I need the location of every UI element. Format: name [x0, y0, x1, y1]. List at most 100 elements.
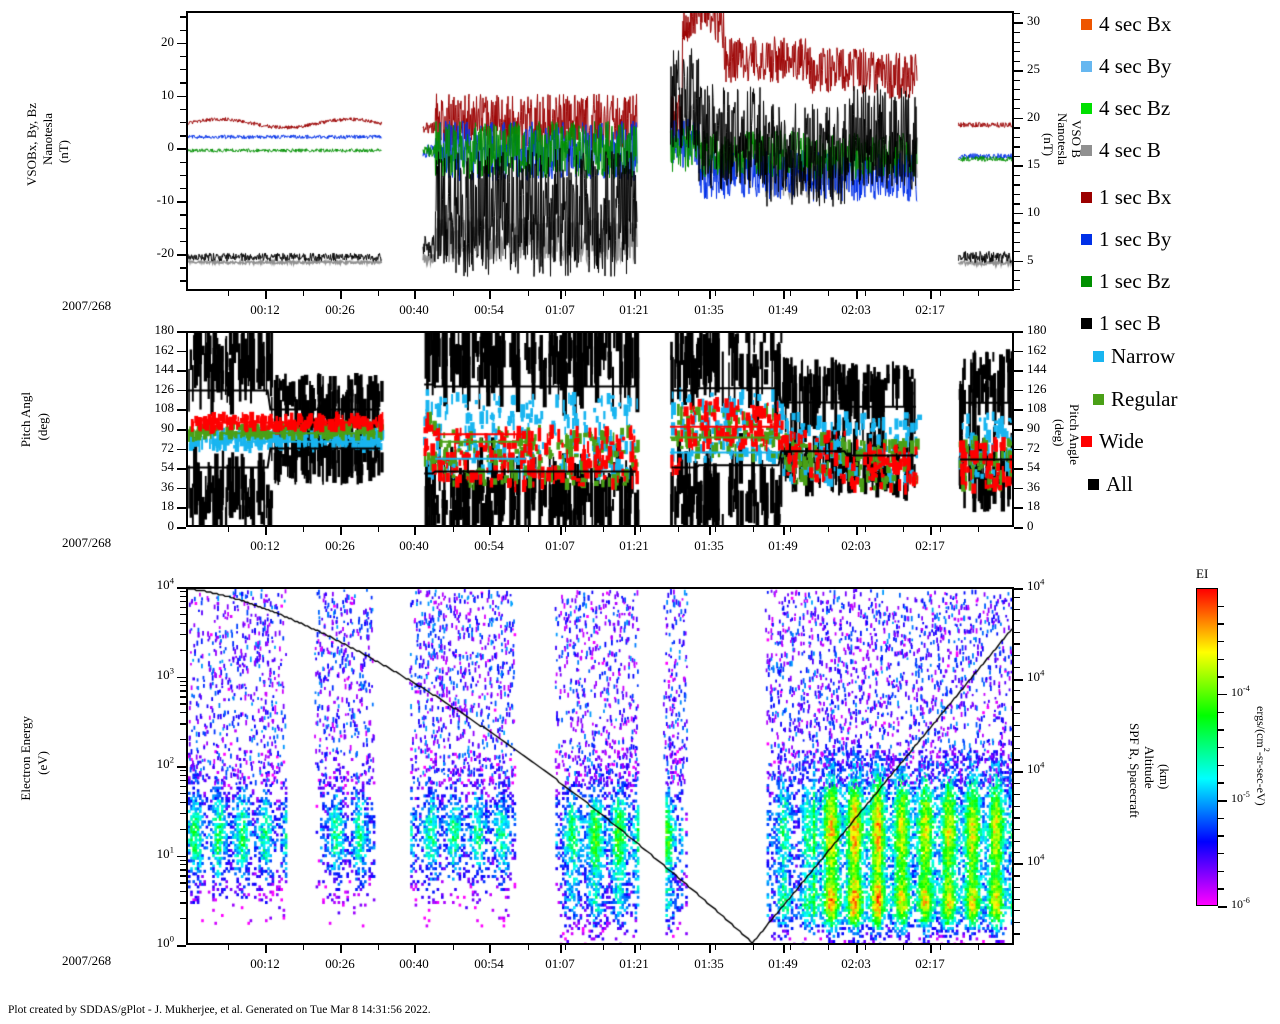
xaxis-major-tick [709, 945, 711, 953]
yaxis-minor-tick [1014, 794, 1020, 796]
legend-item-all[interactable]: All [1088, 474, 1133, 495]
xaxis-tick-label: 00:26 [325, 956, 355, 971]
xaxis-minor-tick [527, 527, 529, 532]
xaxis-minor-tick [565, 291, 567, 296]
colorbar-title: EI [1196, 566, 1209, 581]
yaxis-minor-tick [1014, 41, 1020, 43]
xaxis-minor-tick [677, 945, 679, 950]
pitch-angle-ylabel-left-line1: Pitch Angl [18, 392, 33, 448]
yaxis-minor-tick [1014, 875, 1020, 877]
legend-label: 4 sec Bx [1099, 12, 1172, 36]
xaxis-minor-tick [940, 945, 942, 950]
pitch-angle-ylabel-right-line1: Pitch Angle [1067, 404, 1082, 466]
legend-label: Regular [1111, 387, 1178, 411]
yaxis-major-tick [1014, 588, 1023, 590]
yaxis-minor-tick [1014, 89, 1020, 91]
xaxis-major-tick [930, 527, 932, 535]
electron-spectrogram-ylabel-left-line1: Electron Energy [18, 716, 33, 801]
xaxis-major-tick [783, 945, 785, 953]
yaxis-minor-tick [180, 891, 186, 893]
legend-item-4-sec-bx[interactable]: 4 sec Bx [1081, 14, 1171, 35]
legend-label: 4 sec By [1099, 54, 1172, 78]
legend-label: 1 sec Bx [1099, 185, 1172, 209]
xaxis-tick-label: 01:35 [694, 956, 724, 971]
xaxis-minor-tick [377, 945, 379, 950]
legend-item-1-sec-by[interactable]: 1 sec By [1081, 229, 1171, 250]
xaxis-tick-label: 01:49 [768, 538, 798, 553]
xaxis-minor-tick [977, 291, 979, 296]
legend-item-1-sec-bz[interactable]: 1 sec Bz [1081, 271, 1170, 292]
xaxis-minor-tick [715, 945, 717, 950]
yaxis-minor-tick [180, 214, 186, 216]
yaxis-major-tick [177, 409, 186, 411]
yaxis-minor-tick [1014, 60, 1020, 62]
yaxis-minor-tick [1014, 32, 1020, 34]
colorbar-minor-tick [1218, 782, 1224, 784]
legend-item-1-sec-b[interactable]: 1 sec B [1081, 313, 1161, 334]
yaxis-minor-tick [1014, 251, 1020, 253]
yaxis-minor-tick [180, 723, 186, 725]
yaxis-minor-tick [1014, 887, 1020, 889]
yaxis-minor-tick [180, 591, 186, 593]
electron-spectrogram-ylabel-right-line3: (km) [1157, 764, 1172, 790]
colorbar-tick-label: 10-5 [1231, 790, 1250, 806]
yaxis-minor-tick [1014, 174, 1020, 177]
yaxis-minor-tick [1014, 241, 1020, 243]
xaxis-minor-tick [790, 527, 792, 532]
yaxis-minor-tick [180, 685, 186, 687]
yaxis-minor-tick [180, 770, 186, 772]
yaxis-minor-tick [180, 613, 186, 616]
xaxis-minor-tick [752, 291, 754, 296]
yaxis-minor-tick [1014, 155, 1020, 158]
xaxis-minor-tick [715, 291, 717, 296]
legend-item-regular[interactable]: Regular [1093, 389, 1177, 410]
xaxis-major-tick [783, 527, 785, 535]
xaxis-minor-tick [902, 945, 904, 950]
legend-item-wide[interactable]: Wide [1081, 431, 1144, 452]
xaxis-minor-tick [302, 291, 304, 296]
yaxis-tick-label: 162 [1027, 341, 1047, 357]
yaxis-major-tick [177, 42, 186, 45]
yaxis-minor-tick [180, 703, 186, 705]
yaxis-minor-tick [180, 774, 186, 776]
yaxis-major-tick [1014, 527, 1023, 529]
legend-item-4-sec-bz[interactable]: 4 sec Bz [1081, 98, 1170, 119]
yaxis-minor-tick [1014, 643, 1020, 645]
xaxis-minor-tick [452, 945, 454, 950]
yaxis-tick-label: 162 [154, 341, 175, 357]
legend-item-4-sec-by[interactable]: 4 sec By [1081, 56, 1171, 77]
yaxis-tick-label: 18 [161, 498, 174, 514]
xaxis-minor-tick [865, 527, 867, 532]
yaxis-tick-label: 30 [1027, 13, 1040, 29]
yaxis-tick-label: 36 [161, 478, 174, 494]
yaxis-minor-tick [1014, 747, 1020, 750]
yaxis-minor-tick [180, 227, 186, 229]
xaxis-minor-tick [790, 945, 792, 950]
xaxis-minor-tick [452, 527, 454, 532]
legend-swatch-icon [1081, 234, 1092, 245]
xaxis-tick-label: 00:12 [250, 956, 280, 971]
legend-item-4-sec-b[interactable]: 4 sec B [1081, 140, 1161, 161]
yaxis-minor-tick [1014, 108, 1020, 110]
legend-item-narrow[interactable]: Narrow [1093, 346, 1175, 367]
yaxis-tick-label: 20 [161, 33, 174, 49]
yaxis-tick-label: 90 [161, 420, 174, 435]
yaxis-tick-label: -10 [156, 192, 174, 208]
xaxis-tick-label: 02:03 [841, 302, 871, 317]
xaxis-tick-label: 01:07 [545, 302, 575, 317]
xaxis-major-tick [856, 291, 858, 299]
xaxis-minor-tick [977, 527, 979, 532]
yaxis-tick-label: 144 [154, 361, 175, 377]
xaxis-minor-tick [602, 291, 604, 296]
yaxis-minor-tick [1014, 713, 1020, 715]
yaxis-major-tick [177, 468, 186, 470]
legend-swatch-icon [1081, 318, 1092, 329]
yaxis-minor-tick [1014, 759, 1020, 761]
legend-swatch-icon [1081, 61, 1092, 72]
yaxis-minor-tick [180, 55, 186, 58]
yaxis-minor-tick [1014, 782, 1020, 784]
yaxis-major-tick [1014, 331, 1023, 333]
yaxis-minor-tick [1014, 736, 1020, 738]
legend-item-1-sec-bx[interactable]: 1 sec Bx [1081, 187, 1171, 208]
xaxis-tick-label: 01:49 [768, 302, 798, 317]
